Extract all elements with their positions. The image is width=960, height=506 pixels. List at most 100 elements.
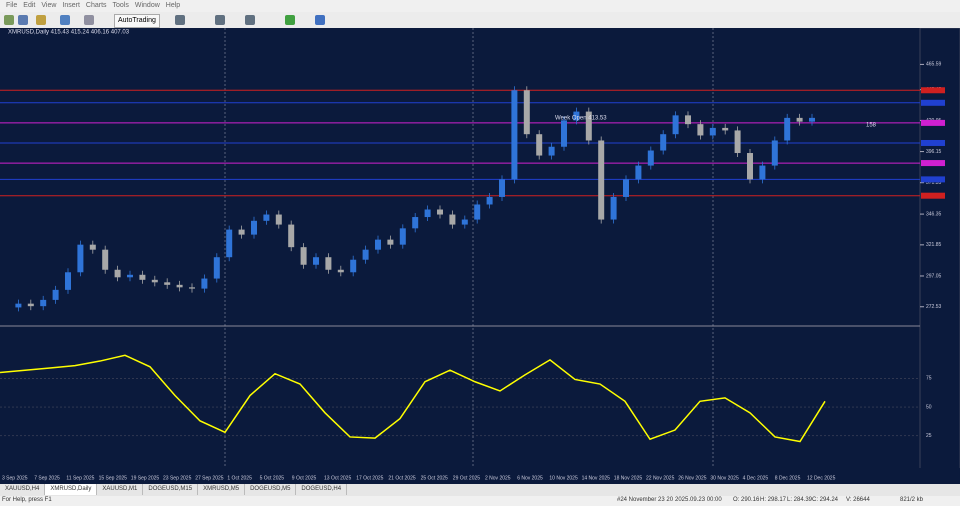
candle-body bbox=[89, 244, 96, 250]
candle-body bbox=[375, 239, 381, 250]
menu-item[interactable]: Window bbox=[134, 2, 160, 9]
candle-body bbox=[784, 117, 791, 141]
candle-body bbox=[201, 278, 208, 289]
y-tick-label: 321.85 bbox=[926, 242, 942, 248]
icon[interactable] bbox=[175, 15, 185, 25]
chart-tab[interactable]: XMRUSD,M5 bbox=[198, 484, 246, 495]
candle-body bbox=[511, 90, 518, 180]
candle-body bbox=[697, 124, 704, 136]
candle-body bbox=[598, 140, 605, 220]
annotation: 158 bbox=[866, 123, 877, 129]
menu-item[interactable]: Charts bbox=[85, 2, 107, 9]
status-traffic: 821/2 kb bbox=[900, 497, 924, 503]
status-help: For Help, press F1 bbox=[2, 497, 52, 503]
candle-body bbox=[176, 284, 183, 288]
candle-body bbox=[350, 259, 357, 273]
candle-body bbox=[660, 134, 667, 151]
tab-bar: XAUUSD,H4 XMRUSD,Daily XAUUSD,M1 DOGEUSD,M1… bbox=[0, 484, 960, 496]
candle-body bbox=[151, 279, 158, 283]
status-time: 2025.09.23 00:00 bbox=[675, 497, 722, 503]
candle-body bbox=[226, 229, 233, 258]
candle-body bbox=[523, 90, 530, 135]
x-tick-label: 18 Nov 2025 bbox=[614, 475, 643, 481]
y-tick-label: 75 bbox=[926, 376, 932, 382]
menu-item[interactable]: File bbox=[6, 2, 18, 9]
x-tick-label: 15 Sep 2025 bbox=[99, 475, 128, 481]
status-volume: V: 26644 bbox=[846, 497, 870, 503]
x-tick-label: 19 Sep 2025 bbox=[131, 475, 160, 481]
candle-body bbox=[796, 117, 803, 122]
autotrading-button[interactable]: AutoTrading bbox=[114, 14, 160, 28]
candle-body bbox=[474, 204, 481, 220]
candle-body bbox=[127, 274, 133, 278]
menu-item[interactable]: Tools bbox=[112, 2, 129, 9]
candle-body bbox=[65, 272, 71, 290]
chart-label: XMRUSD,Daily 415.43 415.24 406.16 407.03 bbox=[8, 30, 130, 36]
y-tick-label: 297.05 bbox=[926, 273, 942, 279]
candle-body bbox=[114, 269, 121, 278]
icon[interactable] bbox=[245, 15, 255, 25]
x-tick-label: 12 Dec 2025 bbox=[807, 475, 836, 481]
y-tick-label: 396.15 bbox=[926, 149, 942, 155]
level-marker bbox=[921, 99, 945, 106]
menu-item[interactable]: Edit bbox=[23, 2, 36, 9]
x-tick-label: 25 Oct 2025 bbox=[421, 475, 448, 481]
candle-body bbox=[102, 249, 109, 270]
icon[interactable] bbox=[60, 15, 70, 25]
x-tick-label: 13 Oct 2025 bbox=[324, 475, 351, 481]
menu-item[interactable]: View bbox=[41, 2, 57, 9]
icon[interactable] bbox=[36, 15, 46, 25]
candle-body bbox=[139, 274, 146, 280]
candle-body bbox=[536, 134, 543, 156]
candle-body bbox=[189, 287, 195, 289]
x-tick-label: 30 Nov 2025 bbox=[710, 475, 739, 481]
icon[interactable] bbox=[285, 15, 295, 25]
x-tick-label: 21 Oct 2025 bbox=[388, 475, 415, 481]
status-profile: #24 November 23 20 bbox=[617, 497, 674, 503]
candle-body bbox=[809, 117, 815, 122]
candle-body bbox=[672, 115, 679, 135]
candle-body bbox=[548, 146, 555, 156]
oscillator-line bbox=[0, 354, 826, 443]
icon[interactable] bbox=[84, 15, 94, 25]
level-marker bbox=[921, 160, 945, 167]
candle-body bbox=[313, 257, 319, 265]
time-axis bbox=[0, 468, 960, 484]
chart-tab[interactable]: XAUUSD,H4 bbox=[0, 484, 46, 495]
level-marker bbox=[921, 176, 945, 183]
icon[interactable] bbox=[4, 15, 14, 25]
candle-body bbox=[362, 249, 369, 260]
x-tick-label: 5 Oct 2025 bbox=[260, 475, 285, 481]
candle-body bbox=[486, 196, 493, 205]
chart-tab[interactable]: DOGEUSD,M15 bbox=[143, 484, 199, 495]
x-tick-label: 11 Sep 2025 bbox=[66, 475, 94, 481]
candle-body bbox=[747, 153, 753, 180]
candle-body bbox=[461, 219, 468, 225]
chart-background bbox=[0, 28, 920, 476]
icon[interactable] bbox=[215, 15, 225, 25]
status-open: O: 290.16 bbox=[733, 497, 760, 503]
y-tick-label: 50 bbox=[926, 404, 932, 410]
icon[interactable] bbox=[18, 15, 28, 25]
menu-item[interactable]: Insert bbox=[62, 2, 80, 9]
candle-body bbox=[647, 150, 654, 166]
chart-tab[interactable]: XAUUSD,M1 bbox=[97, 484, 144, 495]
menu-item[interactable]: Help bbox=[165, 2, 181, 9]
y-tick-label: 371.35 bbox=[926, 180, 942, 186]
chart-tab[interactable]: DOGEUSD,H4 bbox=[296, 484, 348, 495]
candle-body bbox=[275, 214, 282, 225]
x-tick-label: 2 Nov 2025 bbox=[485, 475, 511, 481]
chart-tab[interactable]: DOGEUSD,M5 bbox=[245, 484, 297, 495]
candle-body bbox=[573, 111, 580, 121]
x-tick-label: 4 Dec 2025 bbox=[743, 475, 769, 481]
candle-body bbox=[288, 224, 295, 248]
icon[interactable] bbox=[315, 15, 325, 25]
candle-body bbox=[387, 239, 394, 245]
x-tick-label: 29 Oct 2025 bbox=[453, 475, 480, 481]
y-tick-label: 25 bbox=[926, 433, 932, 439]
chart-tab[interactable]: XMRUSD,Daily bbox=[45, 484, 98, 495]
level-marker bbox=[921, 87, 945, 94]
candle-body bbox=[52, 289, 59, 300]
candle-body bbox=[585, 111, 592, 141]
candle-body bbox=[499, 179, 505, 197]
